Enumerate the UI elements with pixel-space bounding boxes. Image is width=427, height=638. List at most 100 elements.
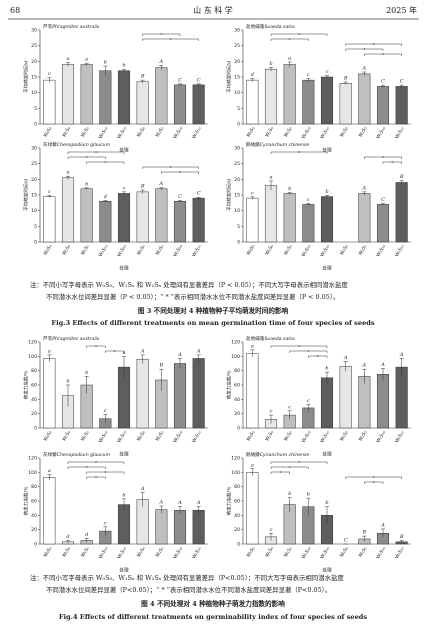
error-bar [250,349,255,358]
significance-letter: B [140,183,145,189]
y-tick-label: 0 [237,542,240,548]
y-axis-label: 平均萌发时间/d [226,179,233,211]
y-tick-label: 20 [31,411,37,417]
significance-bracket [345,48,384,51]
significance-letter: A [380,362,385,368]
x-tick-label: W₁S₅ [283,126,294,139]
significance-letter: b [269,61,272,67]
panel-title: 灰绿藜Chenopodium glaucum [43,141,111,148]
y-tick-label: 5 [237,224,240,230]
error-bar [399,180,404,185]
y-tick-label: 30 [31,28,37,34]
error-bar [362,71,367,76]
y-tick-label: 15 [234,75,240,81]
significance-letter: b [122,63,125,69]
y-tick-label: 5 [34,106,37,112]
bar [376,204,390,243]
error-bar [269,67,273,72]
significance-star: * [298,151,301,157]
significance-letter: B [399,534,404,540]
panel: 0 20 40 60 80 100 120 萌发力指数/% 处理 芦苇Phragmites aus… [23,335,208,458]
significance-letter: a [48,468,51,474]
significance-bracket [142,38,199,41]
x-tick-label: W₂S₁₀ [375,244,387,258]
significance-star: * [104,161,107,167]
y-tick-label: 0 [34,240,37,246]
error-bar [325,371,329,384]
error-bar [103,414,108,423]
panel-title-latin: Phragmites australis [52,24,100,30]
significance-star: * [289,38,292,44]
significance-letter: C [344,538,348,544]
bar [155,188,168,243]
significance-letter: A [399,352,404,358]
error-bar [306,497,311,516]
error-bar [343,81,348,85]
bar [61,177,75,243]
bar [246,79,259,125]
y-tick-label: 120 [28,340,37,346]
panel: 0 5 10 15 20 25 30 平均萌发时间/d 处理 鹅绒藤Cynanchum chine… [226,141,411,272]
x-tick-label: W₂S₅ [155,546,166,559]
significance-star: * [307,350,310,356]
significance-letter: a [288,55,291,61]
x-axis-label: 处理 [322,265,332,272]
error-bar [122,191,126,195]
significance-letter: d [85,532,88,538]
significance-letter: A [159,59,164,65]
error-bar [122,498,126,511]
figure3-note: 不同潜水水位间差异显著（P < 0.05）；“ * ”表示相同潜水水位不同潜水盐… [46,292,339,301]
error-bar [381,528,385,538]
significance-letter: C [197,77,201,83]
x-tick-label: W₂S₁₅ [191,126,203,140]
panel-title: 鹅绒藤Cynanchum chinense [246,141,309,148]
bar [320,377,334,429]
significance-letter: B [399,174,404,180]
significance-star: * [373,481,376,487]
bar [173,510,187,545]
x-tick-label: W₁S₅ [80,546,91,559]
x-axis-label: 处理 [322,147,332,154]
significance-letter: c [104,520,107,526]
x-tick-label: W₀S₀ [246,126,257,139]
panel-title-latin: Chenopodium glaucum [57,452,111,458]
error-bar [196,196,201,200]
significance-bracket [364,156,402,159]
y-tick-label: 25 [31,161,37,167]
y-tick-label: 10 [31,90,37,96]
bar [117,193,131,243]
significance-star: * [86,156,89,162]
x-tick-label: W₁S₁₅ [116,244,128,258]
bar [99,70,112,125]
error-bar [178,506,182,514]
bar [246,472,259,545]
error-bar [103,200,108,203]
y-tick-label: 0 [34,426,37,432]
error-bar [325,506,329,524]
panel-title-cn: 鹅绒藤 [246,141,260,148]
y-tick-label: 40 [234,397,240,403]
y-tick-label: 25 [234,161,240,167]
x-tick-label: W₁S₁₀ [98,244,110,258]
x-tick-label: W₂S₅ [155,244,166,257]
x-tick-label: W₂S₁₅ [394,126,406,140]
significance-letter: a [251,462,254,468]
x-tick-label: W₂S₁₀ [375,126,387,140]
significance-bracket [270,461,328,464]
bar [136,191,149,243]
significance-bracket [345,476,402,479]
significance-letter: A [177,352,182,358]
panel-title-cn: 芦苇 [43,335,53,342]
x-tick-label: W₁S₁₅ [319,546,331,560]
error-bar [47,77,52,83]
significance-star: * [382,53,385,59]
significance-letter: d [104,194,107,200]
significance-bracket [142,166,199,169]
error-bar [399,358,404,376]
x-tick-label: W₁S₀ [264,430,275,443]
x-tick-label: W₂S₅ [358,244,369,257]
y-tick-label: 5 [237,106,240,112]
significance-bracket [67,466,106,469]
bar [155,509,168,545]
significance-letter: b [66,379,69,385]
